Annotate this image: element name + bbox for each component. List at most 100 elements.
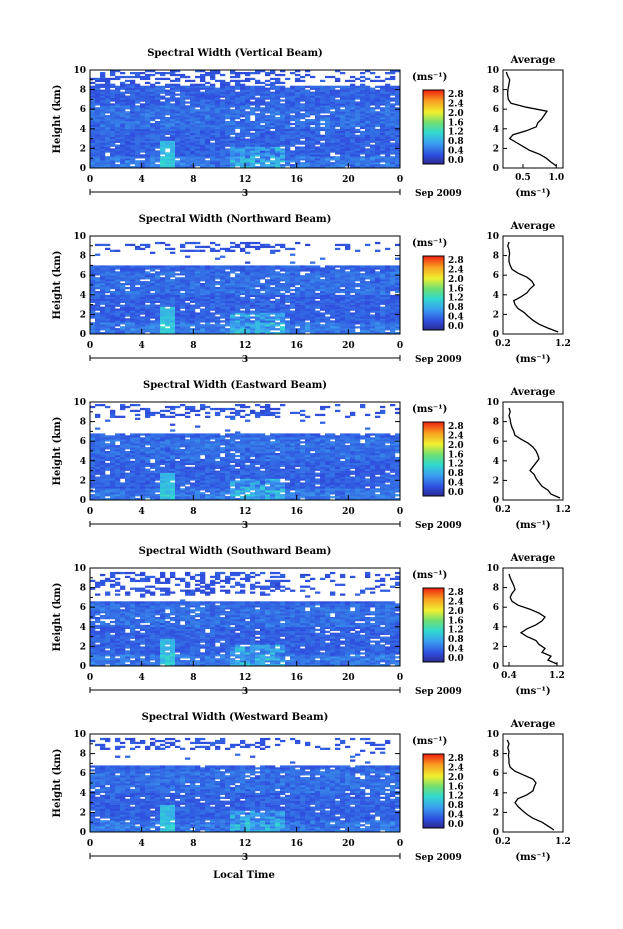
- heatmap-cell: [210, 328, 216, 331]
- heatmap-cell: [315, 91, 321, 94]
- heatmap-cell: [365, 316, 371, 319]
- heatmap-cell: [165, 154, 171, 157]
- heatmap-cell: [150, 130, 156, 134]
- heatmap-cell: [345, 156, 351, 159]
- heatmap-cell: [105, 103, 111, 106]
- heatmap-cell: [260, 302, 266, 305]
- heatmap-cell: [245, 281, 251, 284]
- heatmap-cell: [295, 113, 301, 116]
- heatmap-cell: [295, 89, 301, 92]
- heatmap-cell: [220, 154, 226, 157]
- heatmap-cell: [325, 288, 331, 292]
- heatmap-cell: [295, 287, 301, 290]
- heatmap-cell: [190, 152, 196, 155]
- heatmap-cell: [295, 115, 301, 118]
- heatmap-cell: [260, 138, 266, 141]
- heatmap-cell: [180, 121, 186, 124]
- heatmap-cell: [350, 138, 356, 141]
- heatmap-cell: [180, 332, 186, 335]
- heatmap-cell: [110, 109, 116, 112]
- heatmap-cell: [220, 332, 226, 335]
- heatmap-cell: [360, 130, 366, 134]
- heatmap-cell: [395, 97, 401, 100]
- heatmap-cell: [325, 275, 331, 278]
- heatmap-cell: [330, 113, 336, 116]
- heatmap-cell: [340, 281, 346, 284]
- heatmap-cell: [205, 138, 211, 141]
- heatmap-cell: [340, 122, 346, 126]
- heatmap-cell: [290, 130, 296, 134]
- heatmap-cell: [395, 119, 401, 122]
- heatmap-cell: [205, 156, 211, 159]
- heatmap-cell: [270, 294, 276, 298]
- heatmap-cell: [300, 320, 306, 323]
- heatmap-cell: [250, 89, 256, 92]
- heatmap-cell: [390, 128, 396, 132]
- heatmap-cell: [375, 111, 381, 114]
- heatmap-cell: [185, 304, 191, 307]
- heatmap-cell: [330, 324, 336, 327]
- heatmap-cell: [290, 275, 296, 278]
- heatmap-cell: [185, 122, 191, 126]
- heatmap-cell: [250, 326, 256, 329]
- heatmap-cell: [330, 283, 336, 286]
- heatmap-cell: [325, 97, 331, 100]
- heatmap-cell: [385, 292, 391, 296]
- heatmap-cell: [110, 119, 116, 122]
- heatmap-cell: [150, 302, 156, 305]
- heatmap-cell: [155, 160, 161, 163]
- heatmap-cell: [250, 156, 256, 159]
- heatmap-cell: [355, 77, 361, 81]
- heatmap-cell: [120, 115, 126, 118]
- heatmap-cell: [120, 306, 126, 309]
- heatmap-cell: [375, 95, 381, 98]
- heatmap-cell: [145, 322, 151, 325]
- heatmap-cell: [135, 154, 141, 157]
- heatmap-cell: [180, 124, 186, 128]
- heatmap-cell: [395, 162, 401, 165]
- heatmap-cell: [170, 152, 176, 155]
- heatmap-cell: [175, 154, 181, 157]
- heatmap-cell: [120, 132, 126, 135]
- heatmap-cell: [345, 85, 351, 88]
- heatmap-cell: [200, 115, 206, 118]
- heatmap-cell: [100, 320, 106, 323]
- heatmap-cell: [225, 318, 231, 321]
- heatmap-cell: [175, 160, 181, 163]
- heatmap-cell: [260, 269, 266, 272]
- heatmap-cell: [205, 134, 211, 137]
- heatmap-cell: [105, 130, 111, 134]
- heatmap-cell: [135, 292, 141, 296]
- heatmap-cell: [140, 160, 146, 163]
- heatmap-cell: [360, 83, 366, 86]
- heatmap-cell: [335, 320, 341, 323]
- heatmap-cell: [240, 79, 246, 83]
- heatmap-cell: [245, 77, 251, 81]
- heatmap-cell: [200, 310, 206, 313]
- heatmap-cell: [160, 269, 166, 272]
- heatmap-cell: [360, 115, 366, 118]
- heatmap-cell: [105, 275, 111, 278]
- heatmap-cell: [255, 97, 261, 100]
- heatmap-cell: [215, 166, 221, 169]
- heatmap-cell: [155, 164, 161, 167]
- heatmap-cell: [90, 160, 96, 163]
- heatmap-cell: [320, 271, 326, 274]
- heatmap-cell: [310, 95, 316, 98]
- heatmap-cell: [295, 324, 301, 327]
- heatmap-cell: [110, 316, 116, 319]
- heatmap-cell: [140, 91, 146, 94]
- heatmap-cell: [200, 99, 206, 102]
- heatmap-cell: [365, 119, 371, 122]
- heatmap-cell: [95, 101, 101, 104]
- heatmap-cell: [155, 103, 161, 106]
- heatmap-cell: [375, 115, 381, 118]
- heatmap-cell: [350, 154, 356, 157]
- heatmap-cell: [160, 326, 166, 329]
- heatmap-cell: [230, 298, 236, 301]
- heatmap-cell: [175, 320, 181, 323]
- y-tick-label: 2: [80, 144, 86, 154]
- heatmap-cell: [305, 298, 311, 301]
- heatmap-cell: [180, 330, 186, 333]
